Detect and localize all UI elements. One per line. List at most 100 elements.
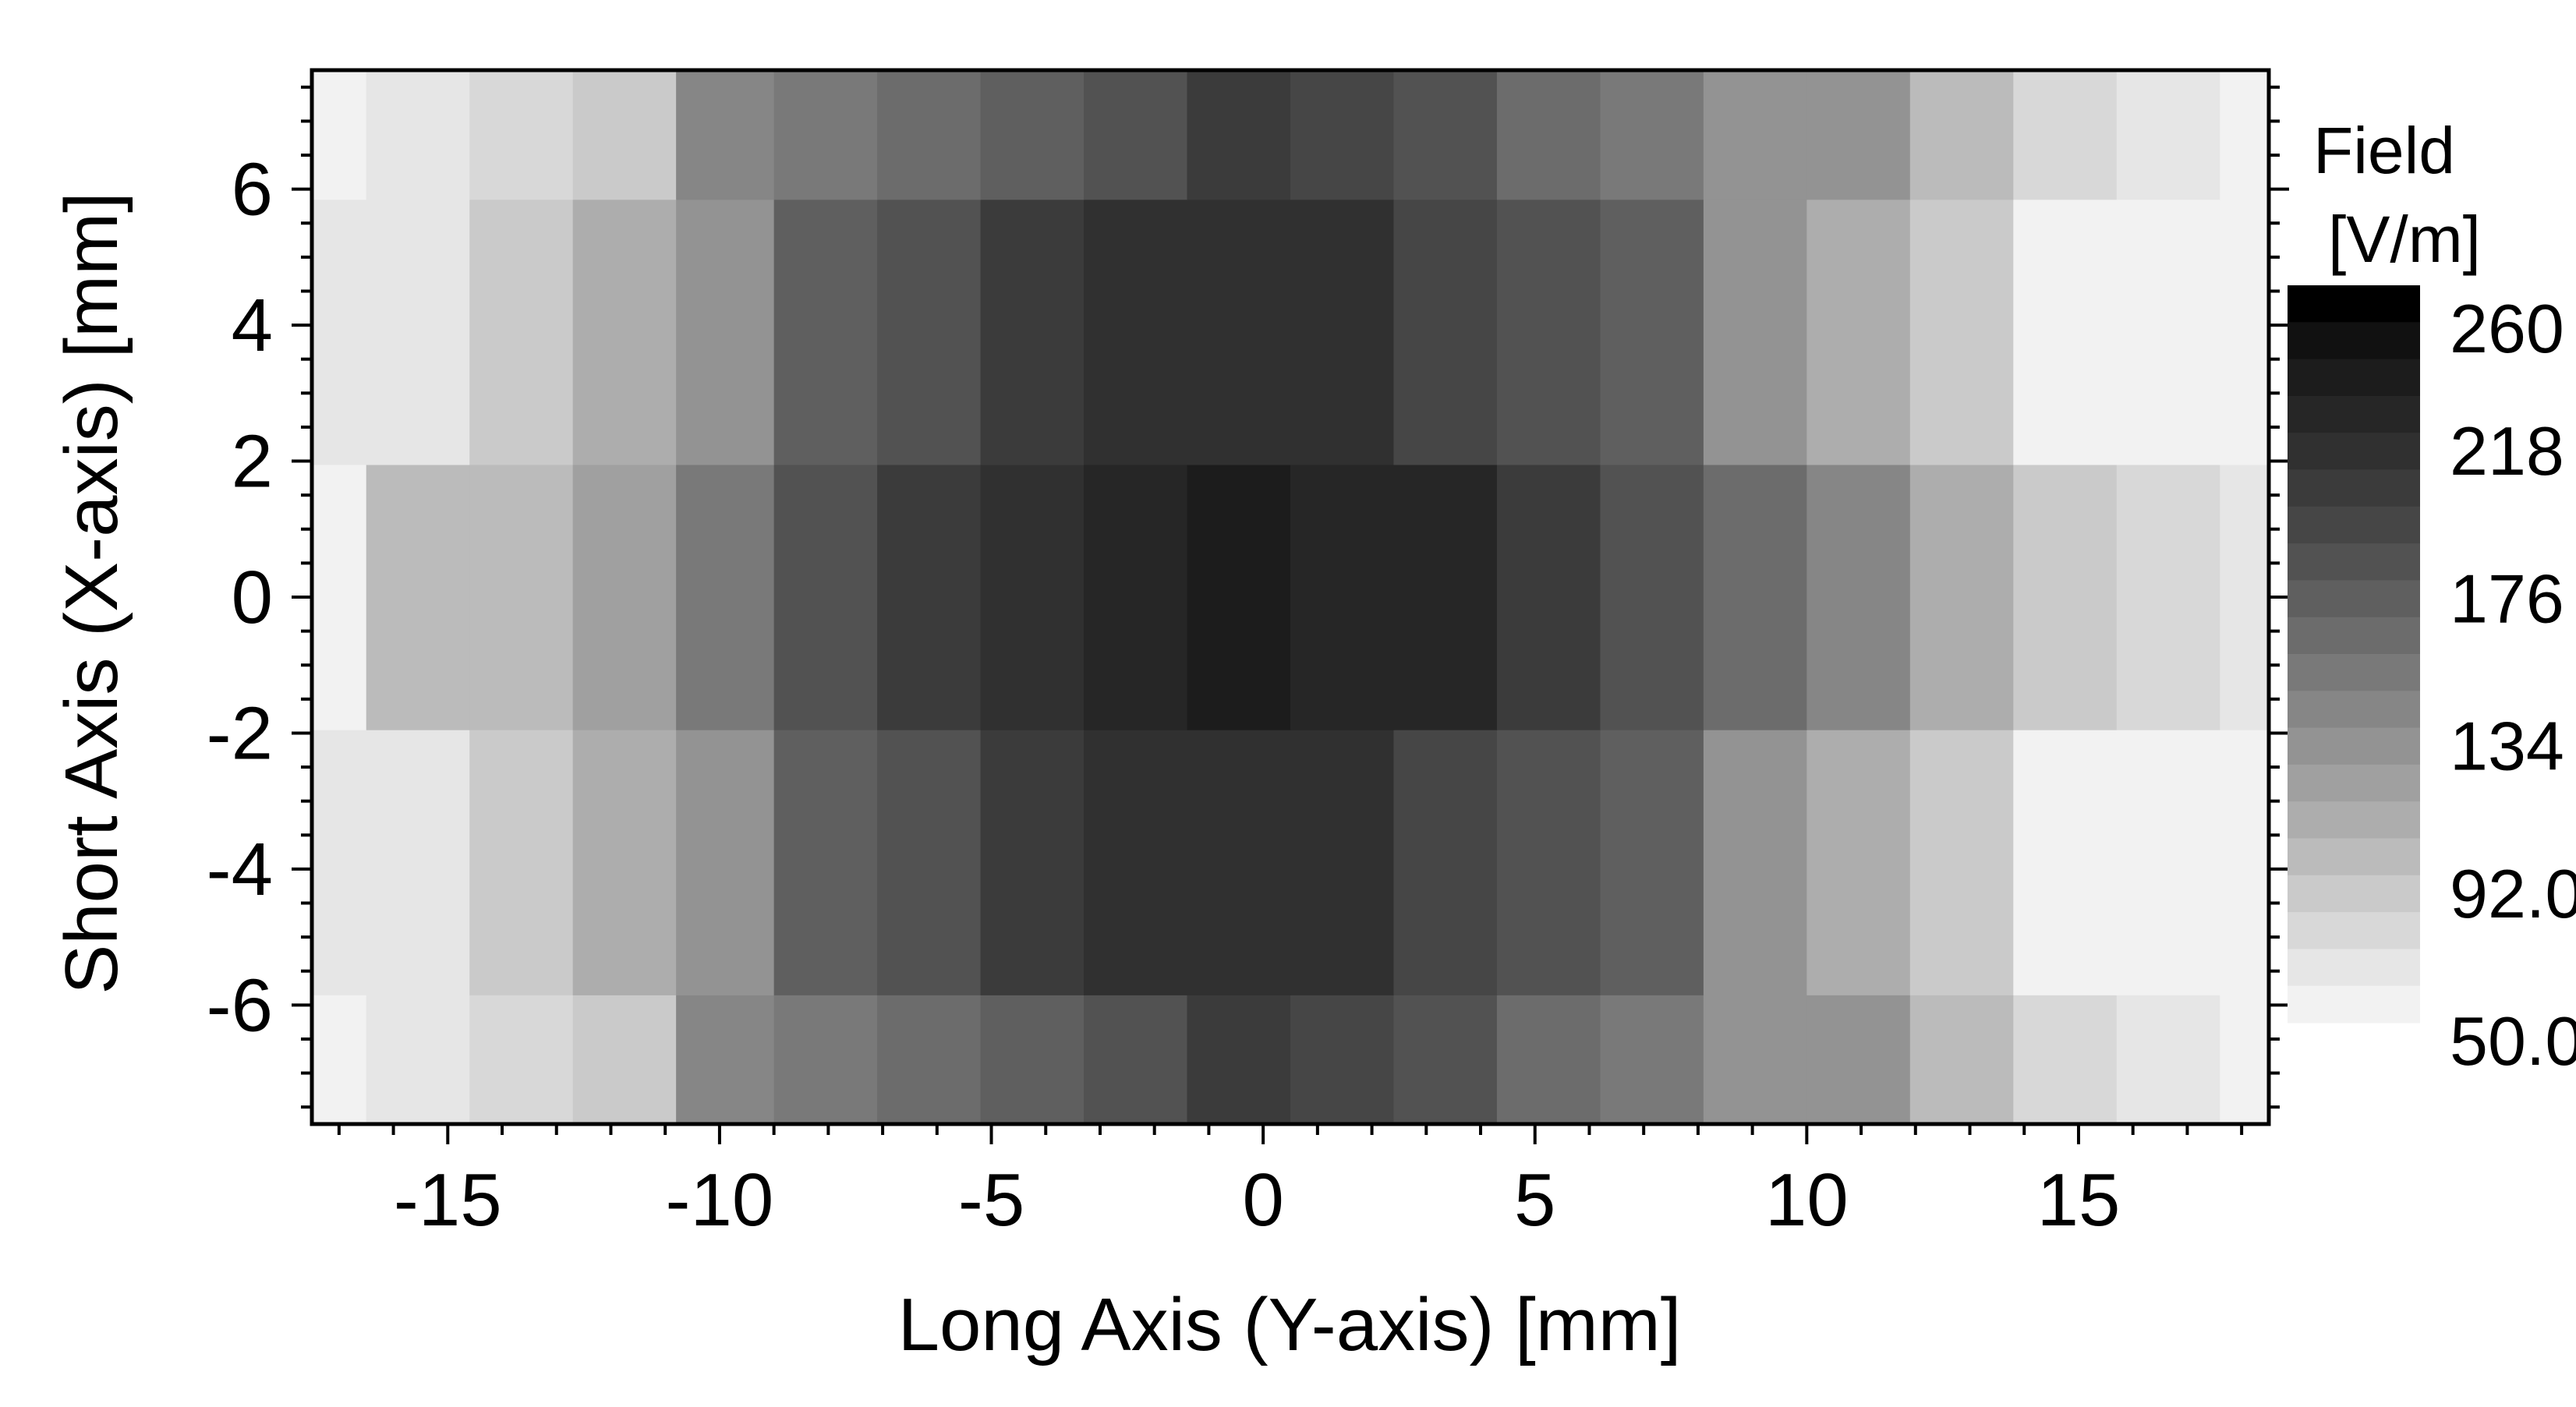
- heatmap-cells: [312, 70, 2270, 1125]
- heatmap-cell: [676, 464, 775, 730]
- heatmap-cell: [2220, 199, 2270, 465]
- colorbar-title-line2: [V/m]: [2328, 203, 2481, 276]
- heatmap-cell: [469, 730, 574, 995]
- heatmap-cell: [1393, 730, 1498, 995]
- heatmap-cell: [877, 199, 982, 465]
- heatmap-cell: [1187, 199, 1291, 465]
- heatmap-cell: [312, 995, 367, 1125]
- heatmap-cell: [1187, 995, 1291, 1125]
- y-tick-label: 2: [232, 420, 273, 504]
- colorbar-swatch: [2288, 580, 2420, 618]
- heatmap-cell: [366, 464, 470, 730]
- colorbar-tick-label: 92.0: [2450, 855, 2576, 932]
- y-tick-label: 6: [232, 148, 273, 232]
- heatmap-cell: [2116, 995, 2220, 1125]
- x-tick-label: 10: [1765, 1158, 1849, 1242]
- colorbar-swatch: [2288, 395, 2420, 433]
- heatmap-cell: [312, 70, 367, 200]
- heatmap-cell: [1084, 730, 1188, 995]
- x-tick-label: -10: [666, 1158, 774, 1242]
- heatmap-cell: [1496, 464, 1601, 730]
- heatmap-cell: [1600, 199, 1704, 465]
- x-tick-label: -15: [394, 1158, 502, 1242]
- x-tick-label: 15: [2037, 1158, 2121, 1242]
- heatmap-cell: [1909, 730, 2014, 995]
- heatmap-cell: [1806, 199, 1911, 465]
- colorbar-swatch: [2288, 617, 2420, 655]
- colorbar-swatch: [2288, 727, 2420, 765]
- heatmap-cell: [773, 70, 878, 200]
- heatmap-cell: [2013, 730, 2118, 995]
- heatmap-cell: [980, 730, 1085, 995]
- heatmap-cell: [1600, 730, 1704, 995]
- heatmap-cell: [2013, 199, 2118, 465]
- heatmap-cell: [877, 995, 982, 1125]
- heatmap-cell: [572, 199, 677, 465]
- heatmap-cell: [1084, 199, 1188, 465]
- heatmap-cell: [2220, 464, 2270, 730]
- heatmap-cell: [469, 464, 574, 730]
- heatmap-cell: [366, 70, 470, 200]
- colorbar-swatch: [2288, 469, 2420, 507]
- heatmap-cell: [1703, 199, 1807, 465]
- colorbar-swatch: [2288, 764, 2420, 802]
- heatmap-cell: [469, 995, 574, 1125]
- colorbar-swatch: [2288, 285, 2420, 323]
- heatmap-cell: [980, 70, 1085, 200]
- colorbar-swatch: [2288, 322, 2420, 360]
- heatmap-cell: [1393, 70, 1498, 200]
- heatmap-cell: [1600, 70, 1704, 200]
- x-axis-ticks: -15 -10 -5 0 5 10 15: [337, 1124, 2244, 1242]
- heatmap-cell: [572, 995, 677, 1125]
- heatmap-cell: [773, 730, 878, 995]
- colorbar-swatch: [2288, 359, 2420, 397]
- colorbar-swatch: [2288, 949, 2420, 987]
- y-axis-label: Short Axis (X-axis) [mm]: [50, 192, 133, 994]
- colorbar-tick-labels: 260 218 176 134 92.0 50.0: [2450, 290, 2576, 1080]
- heatmap-cell: [1290, 70, 1395, 200]
- colorbar-swatch: [2288, 912, 2420, 949]
- heatmap-cell: [366, 995, 470, 1125]
- heatmap-cell: [1909, 995, 2014, 1125]
- colorbar-tick-label: 218: [2450, 412, 2564, 490]
- heatmap-cell: [980, 995, 1085, 1125]
- x-axis-label: Long Axis (Y-axis) [mm]: [898, 1283, 1682, 1366]
- colorbar-tick-label: 260: [2450, 290, 2564, 367]
- heatmap-cell: [980, 199, 1085, 465]
- heatmap-cell: [1393, 995, 1498, 1125]
- y-tick-label: -6: [207, 963, 273, 1047]
- heatmap-cell: [877, 464, 982, 730]
- heatmap-cell: [2116, 70, 2220, 200]
- heatmap-cell: [1600, 995, 1704, 1125]
- heatmap-cell: [1703, 70, 1807, 200]
- heatmap-cell: [1084, 995, 1188, 1125]
- colorbar-swatch: [2288, 506, 2420, 544]
- heatmap-cell: [773, 199, 878, 465]
- heatmap-cell: [1393, 199, 1498, 465]
- heatmap-cell: [469, 199, 574, 465]
- heatmap-cell: [1290, 464, 1395, 730]
- heatmap-cell: [877, 70, 982, 200]
- heatmap-cell: [2013, 995, 2118, 1125]
- heatmap-cell: [366, 199, 470, 465]
- heatmap-cell: [572, 464, 677, 730]
- heatmap-cell: [1806, 464, 1911, 730]
- heatmap-cell: [676, 730, 775, 995]
- heatmap-cell: [980, 464, 1085, 730]
- heatmap-cell: [1393, 464, 1498, 730]
- heatmap-cell: [572, 730, 677, 995]
- y-tick-label: -4: [207, 828, 273, 911]
- y-axis-ticks: -6 -4 -2 0 2 4 6: [207, 85, 2289, 1109]
- heatmap-cell: [1600, 464, 1704, 730]
- heatmap-cell: [312, 464, 367, 730]
- heatmap-cell: [676, 199, 775, 465]
- heatmap-cell: [2220, 995, 2270, 1125]
- heatmap-cell: [1084, 464, 1188, 730]
- y-tick-label: 0: [232, 556, 273, 639]
- heatmap-cell: [773, 464, 878, 730]
- heatmap-cell: [1909, 464, 2014, 730]
- heatmap-cell: [1703, 730, 1807, 995]
- heatmap-cell: [1187, 464, 1291, 730]
- x-tick-label: 0: [1242, 1158, 1283, 1242]
